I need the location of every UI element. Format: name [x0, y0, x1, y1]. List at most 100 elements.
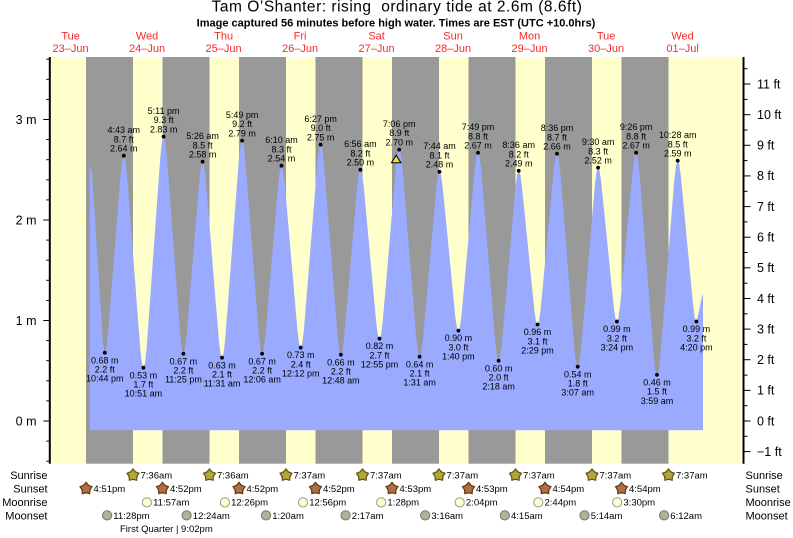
- svg-text:10:28 am: 10:28 am: [659, 130, 697, 140]
- svg-text:2:29 pm: 2:29 pm: [521, 346, 554, 356]
- svg-text:2.67 m: 2.67 m: [622, 141, 650, 151]
- svg-text:6 ft: 6 ft: [757, 231, 775, 245]
- svg-text:8.2 ft: 8.2 ft: [509, 149, 530, 159]
- svg-text:12:26pm: 12:26pm: [231, 498, 268, 509]
- svg-text:Moonset: Moonset: [746, 510, 788, 522]
- svg-text:8.7 ft: 8.7 ft: [547, 132, 568, 142]
- svg-text:0.67 m: 0.67 m: [170, 356, 198, 366]
- svg-text:2.54 m: 2.54 m: [268, 154, 296, 164]
- svg-text:10:44 pm: 10:44 pm: [86, 374, 124, 384]
- svg-text:2.52 m: 2.52 m: [584, 156, 612, 166]
- svg-text:7 ft: 7 ft: [757, 200, 775, 214]
- svg-text:2:04pm: 2:04pm: [466, 498, 498, 509]
- svg-text:8.1 ft: 8.1 ft: [429, 150, 450, 160]
- svg-text:Tue: Tue: [597, 31, 616, 43]
- svg-text:7:37am: 7:37am: [447, 470, 479, 481]
- svg-text:1.8 ft: 1.8 ft: [568, 379, 589, 389]
- svg-text:6:27 pm: 6:27 pm: [304, 114, 337, 124]
- svg-text:3.1 ft: 3.1 ft: [527, 336, 548, 346]
- svg-text:0.82 m: 0.82 m: [366, 341, 394, 351]
- svg-text:8.5 ft: 8.5 ft: [193, 140, 214, 150]
- svg-text:11:31 am: 11:31 am: [204, 379, 241, 389]
- svg-text:2.2 ft: 2.2 ft: [95, 365, 116, 375]
- svg-text:3.2 ft: 3.2 ft: [686, 333, 707, 343]
- svg-text:12:48 am: 12:48 am: [322, 376, 360, 386]
- svg-text:1:31 am: 1:31 am: [403, 378, 436, 388]
- svg-text:7:37am: 7:37am: [294, 470, 326, 481]
- svg-text:9 ft: 9 ft: [757, 139, 775, 153]
- svg-text:2.67 m: 2.67 m: [464, 141, 492, 151]
- svg-text:7:37am: 7:37am: [676, 470, 708, 481]
- svg-text:8:36 am: 8:36 am: [502, 140, 535, 150]
- svg-text:4:51pm: 4:51pm: [94, 484, 126, 495]
- svg-text:7:44 am: 7:44 am: [423, 141, 456, 151]
- svg-text:0.63 m: 0.63 m: [208, 360, 236, 370]
- svg-text:12:55 pm: 12:55 pm: [361, 360, 399, 370]
- svg-text:7:06 pm: 7:06 pm: [383, 119, 416, 129]
- svg-text:Sunrise: Sunrise: [10, 470, 47, 482]
- svg-text:4:54pm: 4:54pm: [553, 484, 585, 495]
- svg-text:11:57am: 11:57am: [153, 498, 189, 509]
- svg-text:8 ft: 8 ft: [757, 169, 775, 183]
- svg-text:25–Jun: 25–Jun: [206, 43, 242, 55]
- svg-text:27–Jun: 27–Jun: [359, 43, 395, 55]
- svg-text:4:52pm: 4:52pm: [247, 484, 279, 495]
- svg-text:26–Jun: 26–Jun: [282, 43, 318, 55]
- svg-text:8:36 pm: 8:36 pm: [541, 123, 574, 133]
- svg-text:Sunset: Sunset: [13, 484, 47, 496]
- svg-text:2.49 m: 2.49 m: [505, 159, 533, 169]
- svg-text:2.7 ft: 2.7 ft: [369, 350, 390, 360]
- svg-text:2 m: 2 m: [16, 213, 37, 227]
- svg-text:9:26 pm: 9:26 pm: [620, 122, 653, 132]
- svg-text:8.5 ft: 8.5 ft: [668, 139, 689, 149]
- svg-text:2.2 ft: 2.2 ft: [173, 366, 194, 376]
- svg-text:12:06 am: 12:06 am: [243, 375, 281, 385]
- svg-text:2.2 ft: 2.2 ft: [252, 366, 273, 376]
- svg-text:9:30 am: 9:30 am: [582, 137, 615, 147]
- svg-text:12:24am: 12:24am: [193, 511, 230, 522]
- svg-text:3:30pm: 3:30pm: [623, 498, 655, 509]
- svg-text:24–Jun: 24–Jun: [129, 43, 165, 55]
- svg-text:0 ft: 0 ft: [757, 414, 775, 428]
- svg-text:3:07 am: 3:07 am: [561, 388, 594, 398]
- svg-text:0.53 m: 0.53 m: [130, 370, 158, 380]
- svg-text:30–Jun: 30–Jun: [588, 43, 624, 55]
- svg-text:0.64 m: 0.64 m: [406, 359, 434, 369]
- svg-text:2.1 ft: 2.1 ft: [212, 370, 233, 380]
- svg-text:2.79 m: 2.79 m: [228, 128, 256, 138]
- svg-text:6:10 am: 6:10 am: [265, 135, 298, 145]
- svg-text:7:36am: 7:36am: [217, 470, 249, 481]
- svg-text:10 ft: 10 ft: [757, 108, 782, 122]
- svg-text:Thu: Thu: [214, 31, 233, 43]
- svg-text:4:15am: 4:15am: [511, 511, 543, 522]
- svg-text:2.50 m: 2.50 m: [347, 158, 375, 168]
- svg-text:8.3 ft: 8.3 ft: [271, 144, 292, 154]
- svg-text:2.59 m: 2.59 m: [664, 149, 692, 159]
- svg-text:Moonrise: Moonrise: [746, 497, 791, 509]
- svg-text:2.83 m: 2.83 m: [150, 124, 178, 134]
- svg-text:0.54 m: 0.54 m: [564, 369, 592, 379]
- svg-text:Wed: Wed: [136, 31, 158, 43]
- svg-text:0.66 m: 0.66 m: [327, 357, 355, 367]
- svg-text:0.96 m: 0.96 m: [524, 327, 552, 337]
- svg-text:11:28pm: 11:28pm: [113, 511, 149, 522]
- svg-text:9.2 ft: 9.2 ft: [232, 119, 253, 129]
- svg-text:5:11 pm: 5:11 pm: [148, 106, 180, 116]
- svg-text:1 m: 1 m: [16, 314, 37, 328]
- svg-text:4:54pm: 4:54pm: [629, 484, 661, 495]
- svg-text:7:36am: 7:36am: [141, 470, 173, 481]
- svg-text:2:18 am: 2:18 am: [482, 382, 515, 392]
- svg-text:Sat: Sat: [368, 31, 385, 43]
- svg-text:0.73 m: 0.73 m: [287, 350, 315, 360]
- svg-text:2 ft: 2 ft: [757, 353, 775, 367]
- svg-text:8.8 ft: 8.8 ft: [626, 131, 647, 141]
- svg-text:4:20 pm: 4:20 pm: [680, 343, 713, 353]
- svg-text:Tue: Tue: [61, 31, 80, 43]
- svg-text:11 ft: 11 ft: [757, 77, 781, 91]
- svg-text:7:37am: 7:37am: [523, 470, 555, 481]
- svg-text:0.60 m: 0.60 m: [485, 363, 513, 373]
- svg-text:8.3 ft: 8.3 ft: [588, 146, 609, 156]
- svg-text:23–Jun: 23–Jun: [53, 43, 89, 55]
- svg-text:Image captured 56 minutes befo: Image captured 56 minutes before high wa…: [197, 17, 596, 29]
- svg-text:8.8 ft: 8.8 ft: [468, 131, 489, 141]
